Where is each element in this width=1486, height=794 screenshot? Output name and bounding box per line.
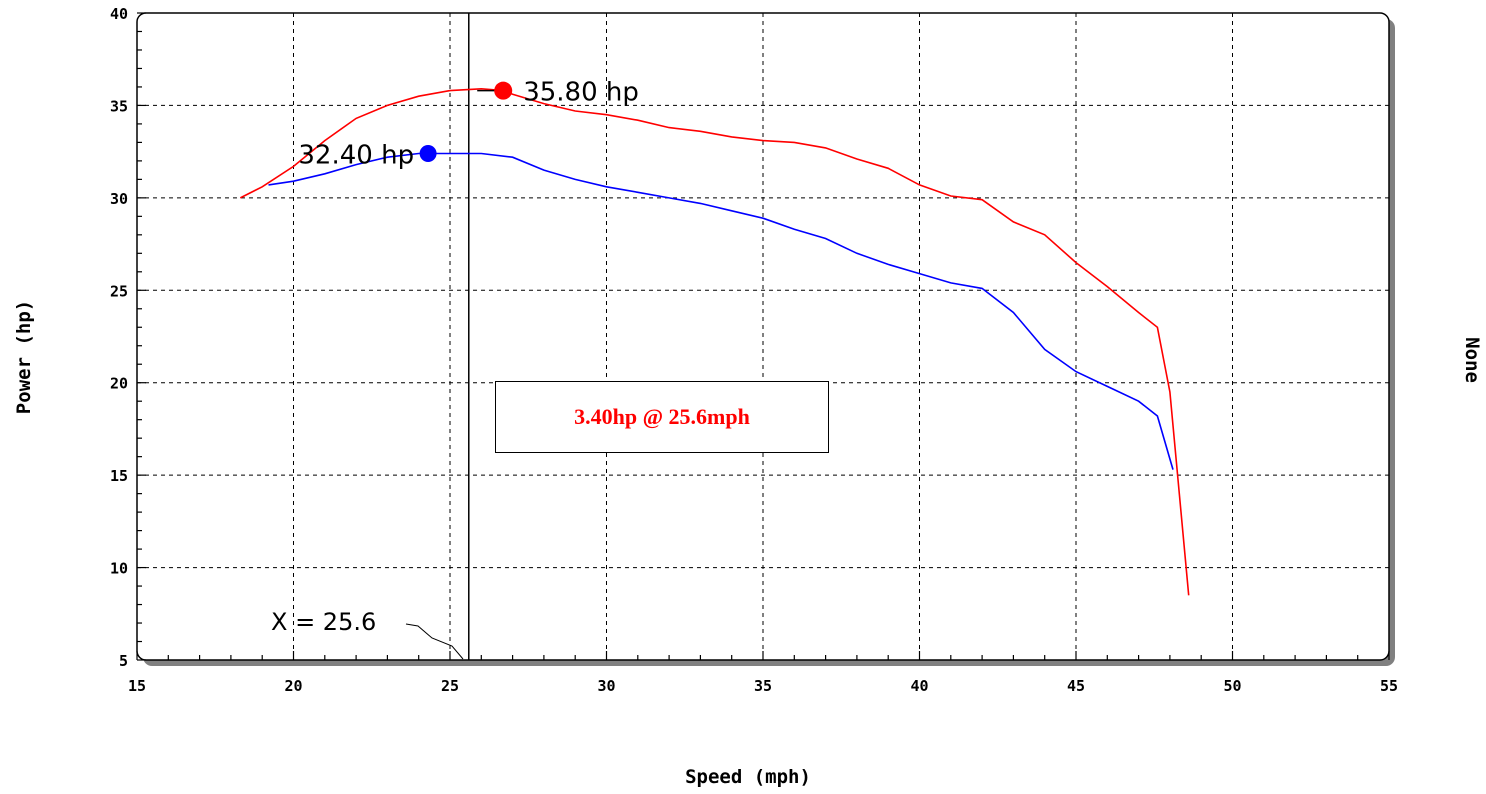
peak-label-blue: 32.40 hp: [298, 140, 414, 170]
x-tick-label: 40: [910, 677, 928, 695]
right-axis-title: None: [1461, 337, 1483, 383]
x-tick-label: 25: [441, 677, 459, 695]
peak-label-red: 35.80 hp: [523, 78, 639, 108]
x-tick-label: 55: [1380, 677, 1398, 695]
series-line-2: [268, 152, 1174, 470]
x-tick-label: 45: [1067, 677, 1085, 695]
series-line-1: [239, 87, 1190, 596]
y-tick-label: 5: [119, 652, 128, 670]
peak-marker-blue: [419, 144, 437, 162]
x-tick-label: 30: [597, 677, 615, 695]
y-axis-title: Power (hp): [13, 300, 35, 414]
x-tick-label: 35: [754, 677, 772, 695]
y-tick-label: 20: [110, 375, 128, 393]
x-tick-label: 15: [128, 677, 146, 695]
x-axis-title: Speed (mph): [685, 766, 811, 788]
x-tick-label: 50: [1223, 677, 1241, 695]
cursor-label: X = 25.6: [271, 608, 376, 636]
readout-box: 3.40hp @ 25.6mph: [495, 381, 829, 453]
readout-text: 3.40hp @ 25.6mph: [574, 404, 750, 429]
x-tick-label: 20: [284, 677, 302, 695]
y-tick-label: 10: [110, 560, 128, 578]
y-tick-label: 25: [110, 282, 128, 300]
y-tick-label: 35: [110, 97, 128, 115]
peak-marker-red: [494, 81, 513, 100]
y-tick-label: 30: [110, 190, 128, 208]
cursor-leader: [405, 623, 464, 660]
y-tick-label: 40: [110, 5, 128, 23]
y-tick-label: 15: [110, 467, 128, 485]
